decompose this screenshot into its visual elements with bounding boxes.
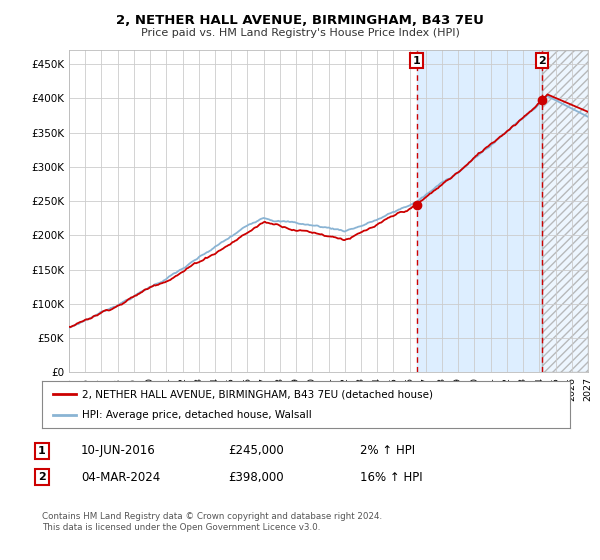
Text: 1: 1	[38, 446, 46, 456]
Bar	[542, 50, 588, 372]
Text: 16% ↑ HPI: 16% ↑ HPI	[360, 470, 422, 484]
Text: 2: 2	[38, 472, 46, 482]
Text: 2, NETHER HALL AVENUE, BIRMINGHAM, B43 7EU: 2, NETHER HALL AVENUE, BIRMINGHAM, B43 7…	[116, 14, 484, 27]
Text: 2, NETHER HALL AVENUE, BIRMINGHAM, B43 7EU (detached house): 2, NETHER HALL AVENUE, BIRMINGHAM, B43 7…	[82, 389, 433, 399]
Bar	[542, 50, 588, 372]
Text: 1: 1	[413, 55, 421, 66]
Text: £245,000: £245,000	[228, 444, 284, 458]
Text: 2: 2	[538, 55, 546, 66]
Bar	[417, 50, 542, 372]
Text: 10-JUN-2016: 10-JUN-2016	[81, 444, 156, 458]
Text: 2% ↑ HPI: 2% ↑ HPI	[360, 444, 415, 458]
Text: 04-MAR-2024: 04-MAR-2024	[81, 470, 160, 484]
Text: Price paid vs. HM Land Registry's House Price Index (HPI): Price paid vs. HM Land Registry's House …	[140, 28, 460, 38]
Text: Contains HM Land Registry data © Crown copyright and database right 2024.
This d: Contains HM Land Registry data © Crown c…	[42, 512, 382, 532]
Text: £398,000: £398,000	[228, 470, 284, 484]
Text: HPI: Average price, detached house, Walsall: HPI: Average price, detached house, Wals…	[82, 410, 311, 420]
